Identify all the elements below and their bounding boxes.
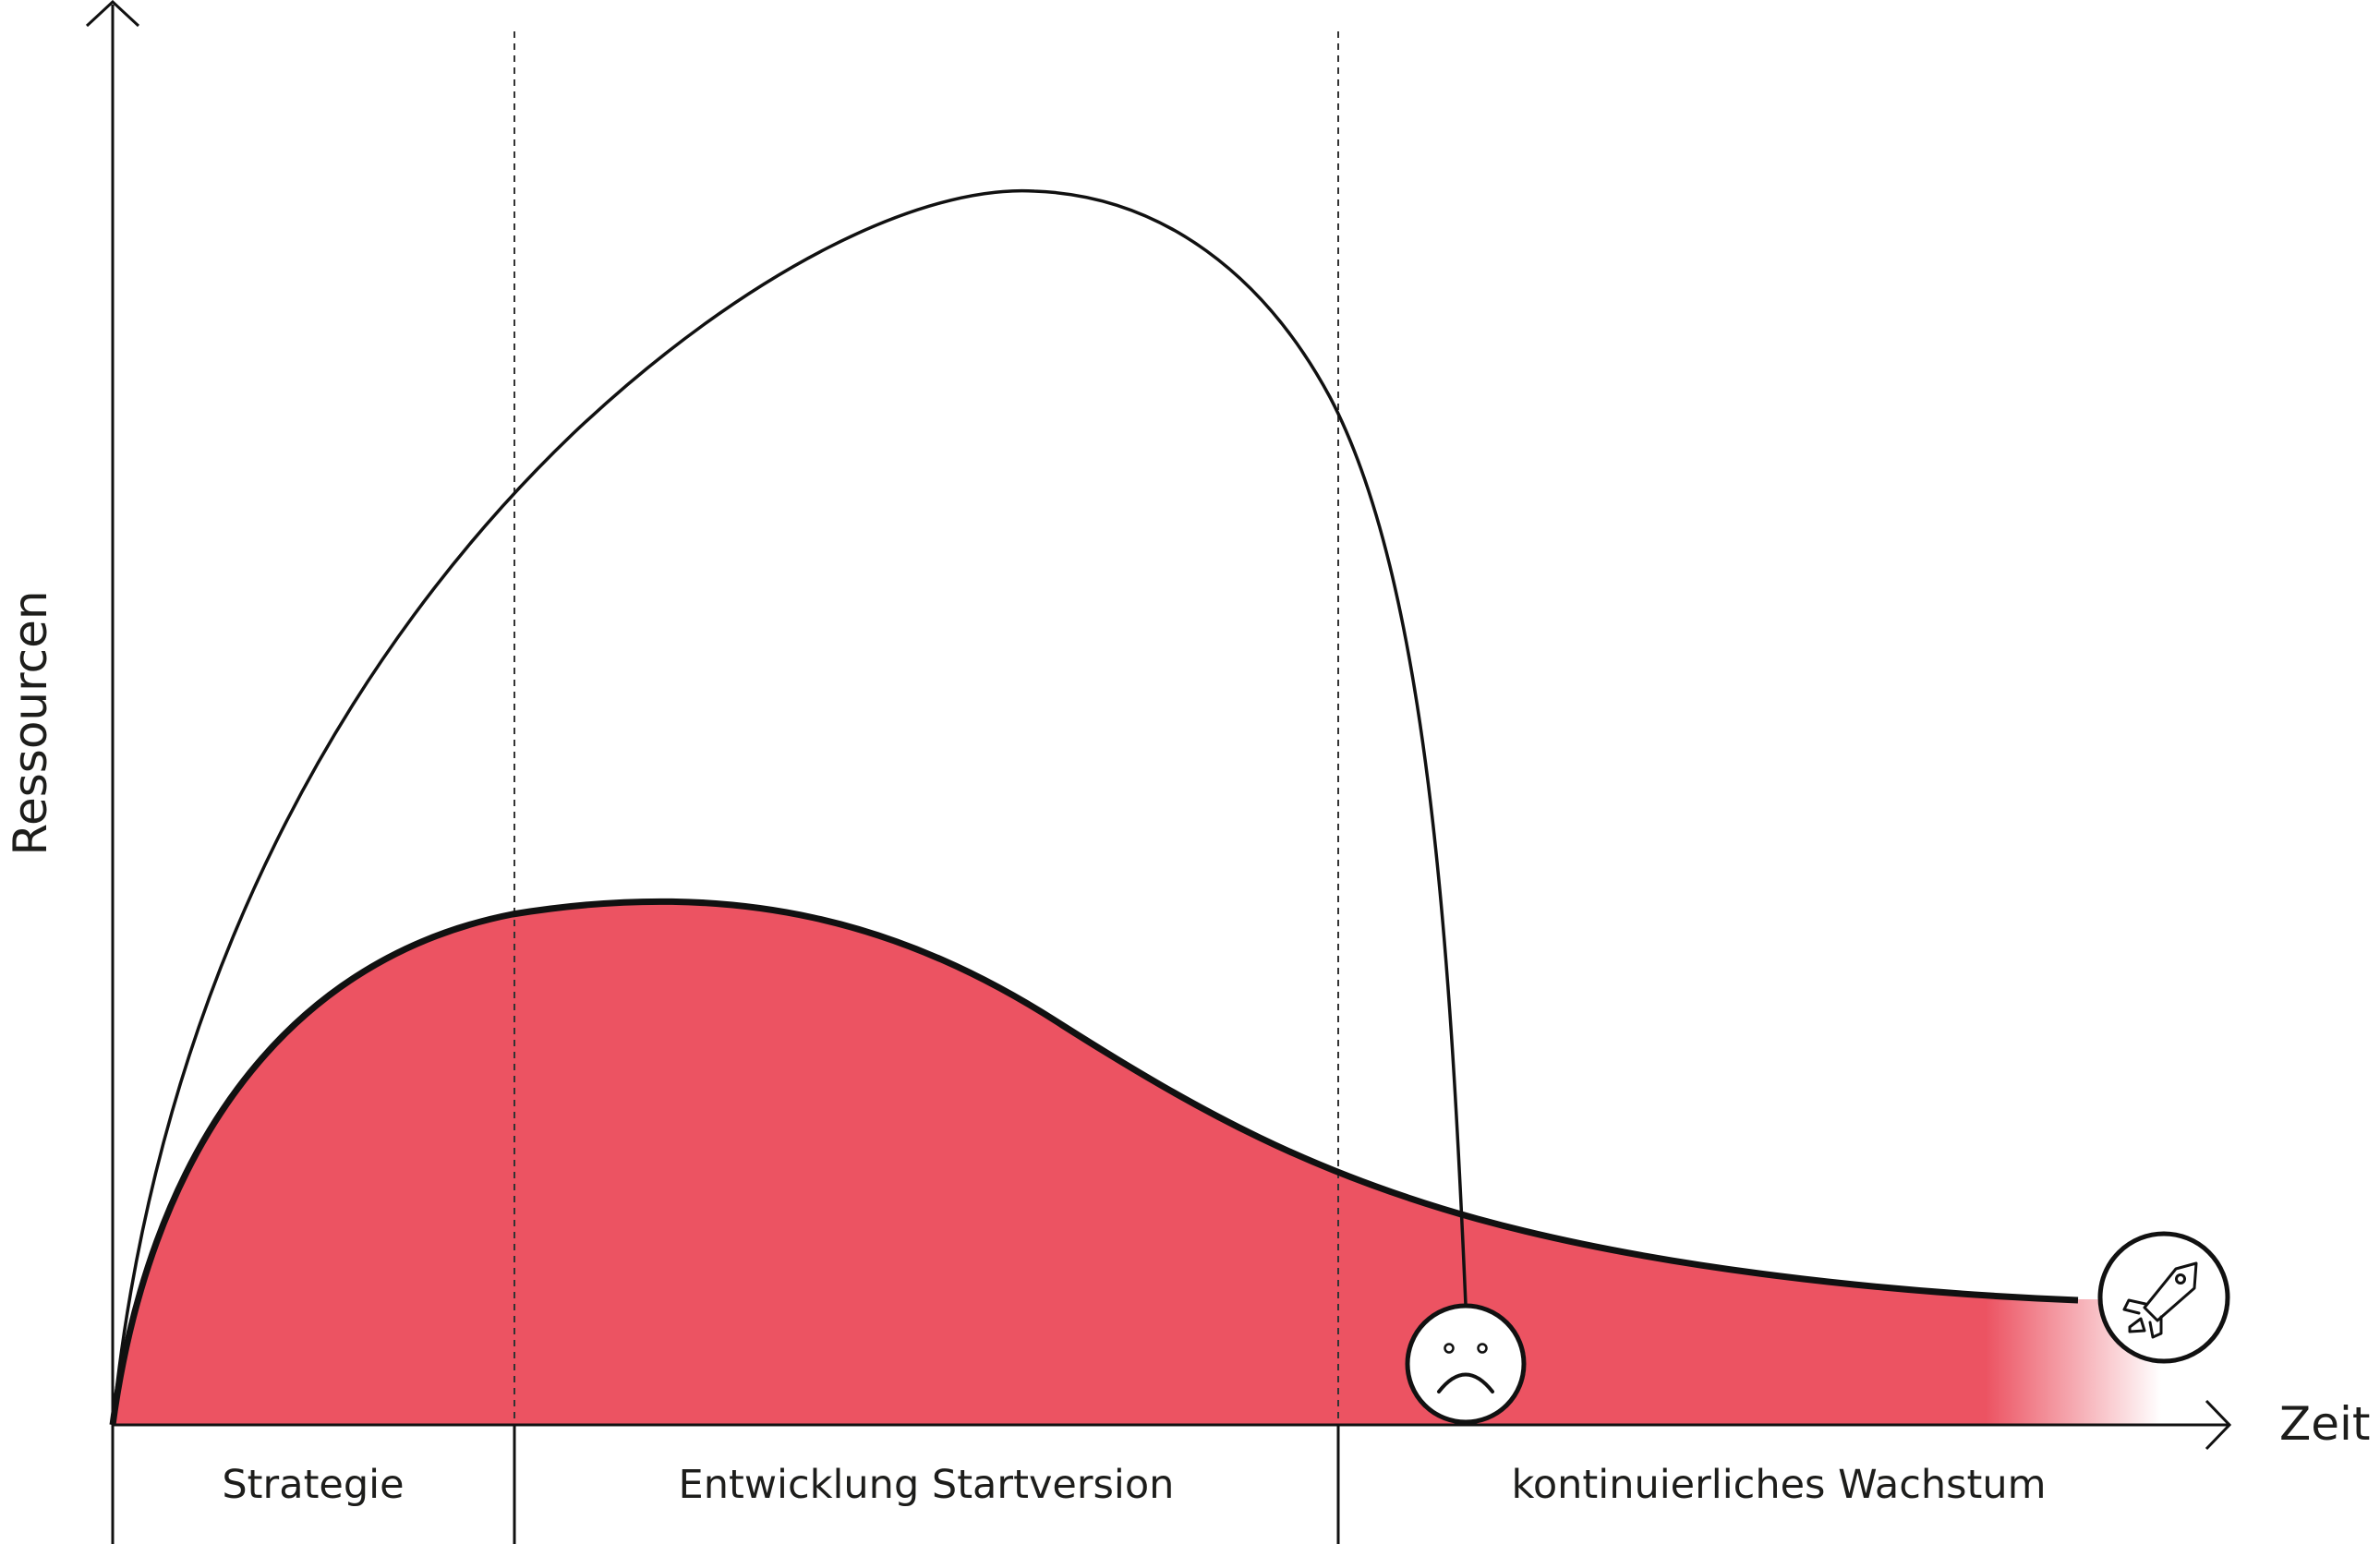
phase-label-strategie: Strategie (222, 1462, 404, 1508)
phase-label-entwicklung: Entwicklung Startversion (679, 1462, 1175, 1508)
y-axis-arrowhead (85, 0, 140, 28)
sad-face-icon (1405, 1303, 1527, 1425)
filled-curve-line (109, 898, 2079, 1426)
phase-label-wachstum: kontinuierliches Wachstum (1511, 1462, 2046, 1508)
rocket-icon (2097, 1231, 2230, 1364)
filled-area (113, 901, 2078, 1425)
x-axis-label: Zeit (2279, 1397, 2371, 1451)
x-axis-arrowhead (2205, 1399, 2232, 1451)
y-axis-label: Ressourcen (4, 590, 57, 855)
tall-curve (111, 188, 1468, 1426)
